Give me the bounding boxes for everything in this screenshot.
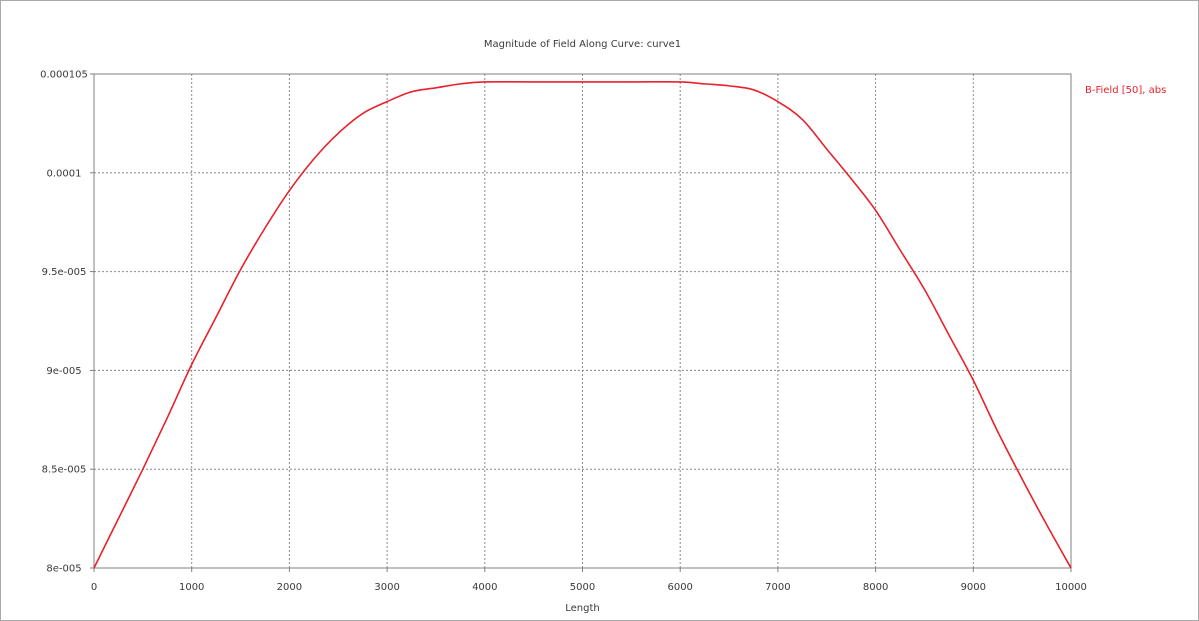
tick-layer: 0 1000 2000 3000 4000 5000 6000 7000 8000 9000 100… bbox=[40, 70, 1087, 594]
y-tick-label: 9e-005 bbox=[46, 366, 81, 377]
y-tick-label: 9.5e-005 bbox=[42, 267, 87, 278]
x-tick-label: 5000 bbox=[570, 582, 595, 593]
plot-area-border bbox=[93, 73, 1072, 569]
x-tick-label: 10000 bbox=[1055, 582, 1087, 593]
legend-entry-b-field: B-Field [50], abs bbox=[1085, 85, 1166, 96]
series-line-b-field bbox=[93, 80, 1072, 569]
grid-layer bbox=[94, 74, 1071, 568]
x-tick-label: 7000 bbox=[765, 582, 790, 593]
x-tick-label: 2000 bbox=[277, 582, 302, 593]
x-tick-label: 6000 bbox=[667, 582, 692, 593]
x-tick-label: 8000 bbox=[863, 582, 888, 593]
x-tick-label: 0 bbox=[91, 582, 97, 593]
y-tick-label: 0.000105 bbox=[40, 70, 88, 81]
x-tick-label: 9000 bbox=[961, 582, 986, 593]
y-tick-label: 8.5e-005 bbox=[42, 465, 87, 476]
y-tick-label: 8e-005 bbox=[46, 564, 81, 575]
x-axis-label: Length bbox=[565, 603, 600, 614]
y-tick-label: 0.0001 bbox=[47, 168, 82, 179]
x-tick-label: 3000 bbox=[374, 582, 399, 593]
chart-title: Magnitude of Field Along Curve: curve1 bbox=[484, 39, 681, 50]
x-tick-label: 1000 bbox=[179, 582, 204, 593]
x-tick-label: 4000 bbox=[472, 582, 497, 593]
